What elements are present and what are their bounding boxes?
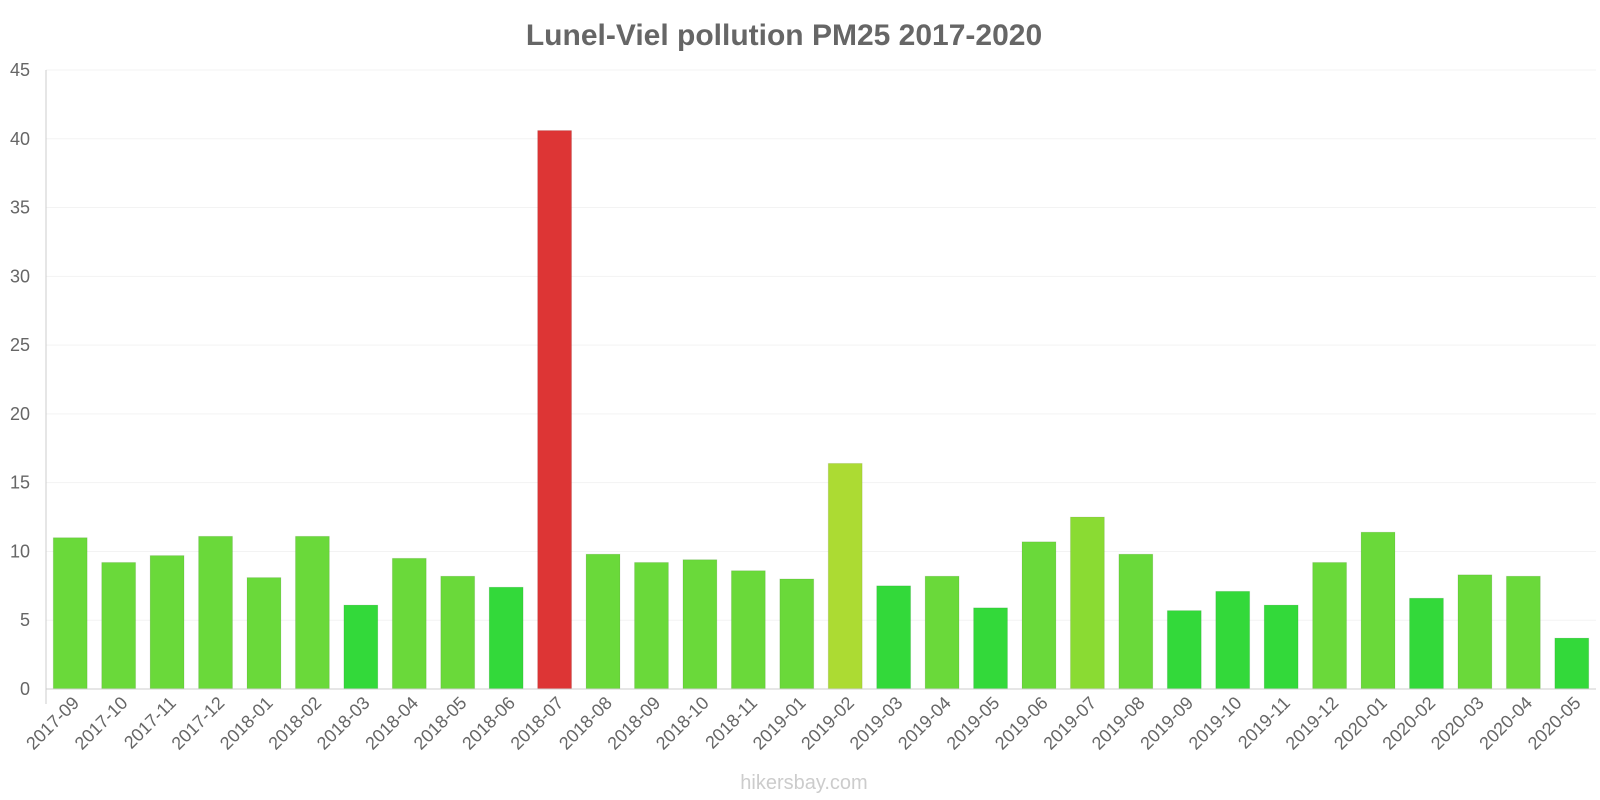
bar xyxy=(198,535,233,690)
bar xyxy=(1263,604,1299,690)
x-tick-label: 2019-07 xyxy=(1039,693,1100,754)
watermark: hikersbay.com xyxy=(740,772,867,794)
x-tick-label: 2018-01 xyxy=(216,693,277,754)
x-tick-label: 2019-12 xyxy=(1282,693,1343,754)
x-tick-label: 2020-04 xyxy=(1475,693,1536,754)
bar xyxy=(246,577,282,690)
bar xyxy=(1457,574,1493,690)
x-tick-label: 2019-10 xyxy=(1185,693,1246,754)
y-tick-label: 15 xyxy=(10,473,30,493)
bar xyxy=(537,130,573,690)
y-tick-label: 40 xyxy=(10,129,30,149)
bar xyxy=(827,462,863,690)
bar xyxy=(924,575,960,690)
bar xyxy=(1360,531,1396,690)
y-tick-label: 25 xyxy=(10,335,30,355)
y-tick-label: 35 xyxy=(10,198,30,218)
bar xyxy=(1118,553,1154,690)
bar xyxy=(1554,637,1590,690)
x-tick-label: 2018-02 xyxy=(264,693,325,754)
y-tick-label: 10 xyxy=(10,541,30,561)
x-tick-label: 2018-05 xyxy=(410,693,471,754)
x-tick-label: 2019-04 xyxy=(894,693,955,754)
bar xyxy=(343,604,379,690)
y-tick-label: 0 xyxy=(20,679,30,699)
x-tick-label: 2020-05 xyxy=(1524,693,1585,754)
x-tick-label: 2020-03 xyxy=(1427,693,1488,754)
x-tick-label: 2019-01 xyxy=(749,693,810,754)
bar xyxy=(730,570,766,690)
bar xyxy=(294,535,330,690)
x-tick-label: 2017-12 xyxy=(168,693,229,754)
y-tick-label: 30 xyxy=(10,266,30,286)
x-tick-label: 2020-01 xyxy=(1330,693,1391,754)
x-tick-label: 2019-06 xyxy=(991,693,1052,754)
x-tick-label: 2017-09 xyxy=(22,693,83,754)
bar xyxy=(101,561,137,690)
bar xyxy=(1312,561,1348,690)
x-tick-label: 2019-02 xyxy=(797,693,858,754)
bars xyxy=(52,130,1590,690)
bar xyxy=(1409,597,1444,690)
bar xyxy=(149,555,185,690)
bar xyxy=(682,559,718,690)
x-tick-label: 2020-02 xyxy=(1378,693,1439,754)
bar xyxy=(876,585,912,690)
y-axis-ticks: 0 5 10 15 20 25 30 35 40 45 xyxy=(10,60,30,699)
x-tick-label: 2018-10 xyxy=(652,693,713,754)
bar xyxy=(779,578,815,690)
bar xyxy=(585,553,621,690)
x-tick-label: 2019-03 xyxy=(846,693,907,754)
chart-title: Lunel-Viel pollution PM25 2017-2020 xyxy=(526,19,1042,52)
x-axis-ticks: 2017-092017-102017-112017-122018-012018-… xyxy=(22,693,1584,754)
bar xyxy=(1021,541,1057,690)
x-tick-label: 2017-10 xyxy=(71,693,132,754)
bar xyxy=(1215,590,1251,690)
bar xyxy=(1069,516,1105,690)
x-tick-label: 2018-03 xyxy=(313,693,374,754)
bar xyxy=(634,561,669,690)
bar xyxy=(440,575,476,690)
x-tick-label: 2018-06 xyxy=(458,693,519,754)
y-tick-label: 45 xyxy=(10,60,30,80)
x-tick-label: 2019-05 xyxy=(943,693,1004,754)
y-tick-label: 5 xyxy=(20,610,30,630)
y-tick-label: 20 xyxy=(10,404,30,424)
x-tick-label: 2019-08 xyxy=(1088,693,1149,754)
x-tick-label: 2018-08 xyxy=(555,693,616,754)
x-tick-label: 2018-07 xyxy=(507,693,568,754)
bar xyxy=(1505,575,1541,690)
x-tick-label: 2018-04 xyxy=(361,693,422,754)
bar xyxy=(488,586,524,690)
x-tick-label: 2019-09 xyxy=(1136,693,1197,754)
bar xyxy=(391,557,427,690)
bar xyxy=(973,607,1008,690)
bar xyxy=(1166,610,1202,690)
bar xyxy=(52,537,88,690)
x-tick-label: 2018-09 xyxy=(603,693,664,754)
